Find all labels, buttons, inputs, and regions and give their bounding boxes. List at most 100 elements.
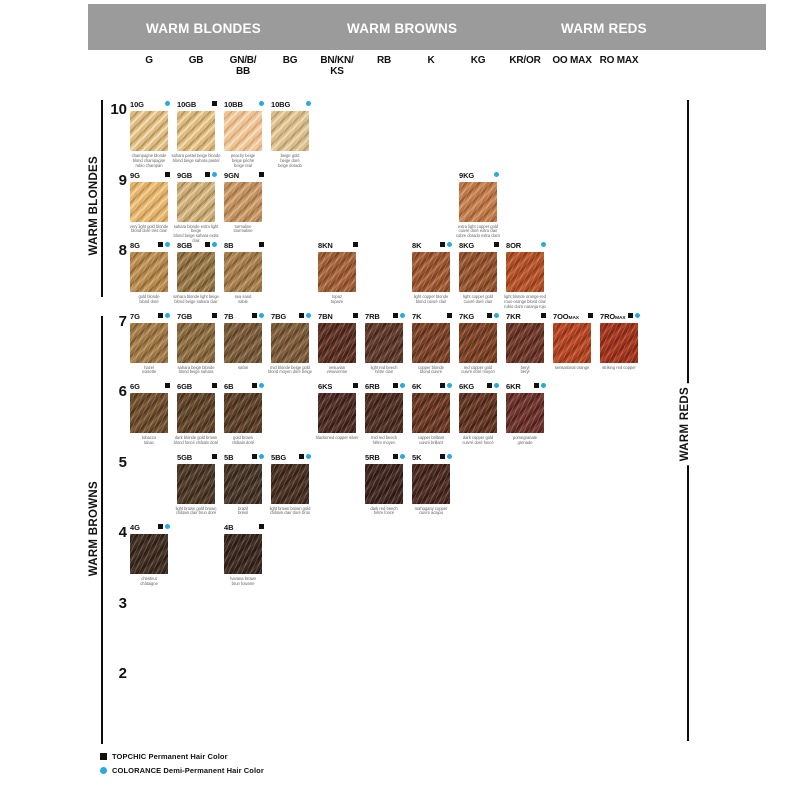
product-markers [205, 171, 217, 177]
topchic-square-icon [100, 753, 107, 760]
swatch-cell-7kg: 7KG red copper gold cuivré doré moyen [453, 312, 503, 374]
hair-swatch [130, 322, 168, 363]
swatch-cell-9g: 9G very light gold blonde blond doré très… [124, 171, 174, 233]
hair-swatch [177, 463, 215, 504]
hair-swatch [459, 181, 497, 222]
swatch-header: 7BG [265, 312, 315, 322]
legend-row-colorance: COLORANCE Demi-Permanent Hair Color [100, 766, 264, 775]
product-markers [353, 242, 358, 247]
shade-code: 6G [130, 382, 140, 391]
topchic-marker [541, 312, 546, 318]
swatch-header: 5RB [359, 453, 409, 463]
swatch-header: 7RB [359, 312, 409, 322]
shade-code: 4B [224, 523, 234, 532]
topchic-marker [252, 383, 257, 388]
hair-swatch [224, 111, 262, 151]
shade-description: red copper gold cuivré doré moyen [461, 364, 495, 375]
product-markers [541, 242, 546, 247]
group-title-warm-blondes: WARM BLONDES [146, 21, 261, 36]
shade-description: light blonde orange-red roux-orange blon… [504, 294, 546, 309]
swatch-header: 9KG [453, 171, 503, 181]
hair-swatch [224, 252, 262, 292]
row-level-2: 2 [118, 665, 127, 682]
shade-description: light copper gold cuivré doré clair [463, 294, 493, 304]
hair-swatch [224, 393, 262, 433]
product-markers [299, 312, 311, 318]
swatch-header: 5K [406, 453, 456, 463]
colorance-marker [400, 453, 405, 459]
swatch-header: 4G [124, 523, 174, 533]
shade-code: 7BG [271, 311, 287, 321]
shade-code: 10GB [177, 100, 197, 109]
colorance-marker [541, 383, 546, 388]
topchic-marker [487, 312, 492, 318]
shade-code: 7OOMAX [553, 311, 579, 321]
topchic-marker [628, 312, 633, 318]
shade-code: 8K [412, 241, 422, 250]
swatch-cell-6ks: 6KS blackened copper silver [312, 382, 362, 440]
topchic-marker [212, 101, 217, 106]
swatch-cell-6k: 6K copper brilliant cuivré brillant [406, 382, 456, 445]
colorance-marker [259, 383, 264, 388]
shade-code: 6B [224, 382, 234, 391]
column-header-k: K [427, 55, 435, 66]
topchic-marker [393, 383, 398, 388]
column-header-rb: RB [376, 55, 392, 66]
warm-blondes-side-label: WARM BLONDES [87, 152, 101, 260]
product-markers [541, 312, 546, 318]
product-markers [440, 453, 452, 459]
hair-swatch [177, 322, 215, 363]
swatch-cell-7romax: 7ROMAX striking red copper [594, 312, 644, 369]
hair-swatch [318, 393, 356, 433]
topchic-marker [205, 171, 210, 177]
shade-description: mahogany copper cuivre acajou [414, 505, 448, 516]
shade-description: gold brown châtain doré [231, 435, 255, 445]
header-band [88, 4, 766, 50]
hair-swatch [365, 393, 403, 433]
hair-swatch [177, 252, 215, 292]
max-suffix: MAX [568, 315, 579, 321]
product-markers [252, 383, 264, 388]
product-markers [299, 453, 311, 459]
topchic-marker [353, 312, 358, 318]
product-markers [158, 312, 170, 318]
colorance-marker [306, 453, 311, 459]
topchic-marker [393, 453, 398, 459]
group-title-warm-reds: WARM REDS [561, 21, 647, 36]
product-markers [306, 101, 311, 106]
hair-swatch [318, 322, 356, 363]
shade-code: 6K [412, 382, 422, 391]
shade-code: 5BG [271, 452, 287, 462]
max-suffix: MAX [615, 315, 626, 321]
swatch-header: 8KG [453, 241, 503, 251]
column-header-bn-kn-ks: BN/KN/ KS [320, 55, 354, 77]
hair-swatch [224, 534, 262, 574]
shade-code: 9G [130, 170, 140, 180]
shade-description: topaz topaze [330, 294, 344, 304]
topchic-marker [440, 383, 445, 388]
swatch-header: 10BG [265, 100, 315, 110]
swatch-header: 9GN [218, 171, 268, 181]
swatch-header: 10G [124, 100, 174, 110]
topchic-marker [534, 383, 539, 388]
topchic-marker [440, 453, 445, 459]
hair-swatch [130, 534, 168, 574]
hair-swatch [506, 252, 544, 292]
swatch-header: 9G [124, 171, 174, 181]
swatch-cell-9gb: 9GB sahara blonde extra light beige blond… [171, 171, 221, 244]
shade-description: champagne blonde blond champagne rubio c… [131, 153, 167, 168]
colorance-marker [259, 453, 264, 459]
swatch-header: 6B [218, 382, 268, 392]
product-markers [494, 171, 499, 177]
shade-description: very light gold blonde blond doré très c… [129, 223, 169, 234]
row-level-4: 4 [118, 524, 127, 541]
swatch-header: 4B [218, 523, 268, 533]
shade-code: 7K [412, 311, 422, 321]
swatch-cell-4g: 4G chestnut châtaigne [124, 523, 174, 586]
shade-description: pomegranate grenade [512, 435, 538, 445]
colorance-dot-icon [100, 767, 107, 774]
product-markers [259, 242, 264, 247]
swatch-cell-5b: 5B brazil brésil [218, 453, 268, 515]
shade-code: 5GB [177, 452, 193, 462]
shade-code: 7RB [365, 311, 380, 321]
